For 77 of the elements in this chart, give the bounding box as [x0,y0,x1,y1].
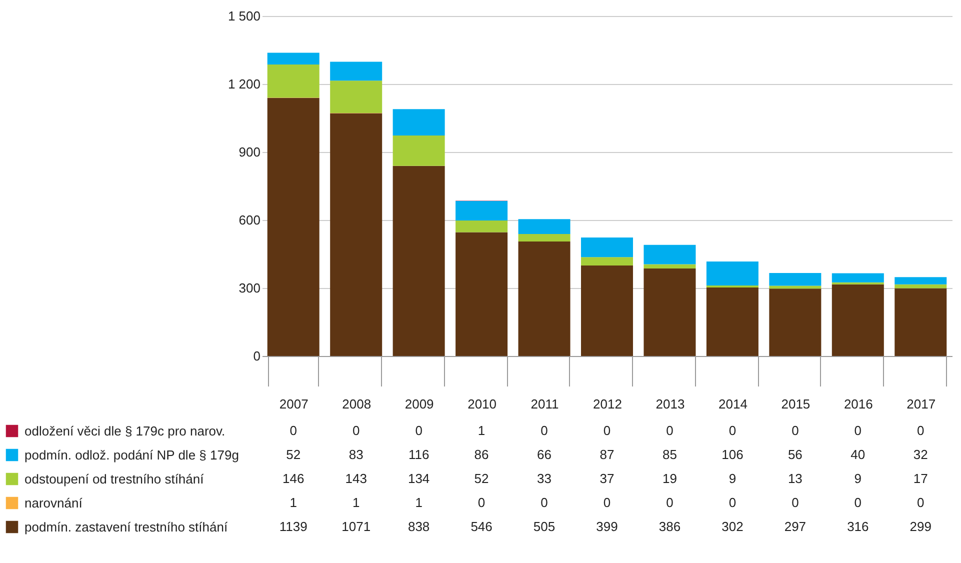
data-label: 0 [792,423,799,438]
y-tick-label: 600 [238,212,260,228]
legend-label: odstoupení od trestního stíhání [24,472,204,486]
data-label: 399 [596,519,618,534]
data-label: 0 [290,423,297,438]
data-label: 1 [415,495,422,510]
data-label: 0 [415,423,422,438]
data-label: 40 [850,447,866,462]
data-label: 838 [408,519,430,534]
data-label: 143 [345,471,367,486]
y-tick-label: 900 [238,144,260,160]
data-label: 0 [352,423,360,438]
data-label: 0 [603,423,611,438]
data-label: 116 [408,447,430,462]
data-label: 106 [722,447,744,462]
x-tick-label: 2012 [593,396,622,412]
data-label: 37 [600,471,614,486]
data-label: 0 [917,495,924,510]
y-tick-label: 300 [238,280,260,296]
x-tick-label: 2011 [530,396,559,412]
data-label: 0 [540,495,548,510]
data-label: 66 [537,447,552,462]
data-label: 9 [854,471,862,486]
legend-label: podmín. odlož. podání NP dle § 179g [24,448,239,462]
data-label: 13 [788,471,802,486]
data-label: 0 [728,495,736,510]
data-label: 1 [290,495,297,510]
data-label: 386 [658,519,681,534]
data-label: 134 [408,471,430,486]
data-label: 33 [537,471,552,486]
data-label: 0 [917,423,924,438]
data-label: 146 [282,471,304,486]
x-tick-label: 2015 [781,396,810,412]
data-label: 19 [662,471,677,486]
x-tick-label: 2013 [656,396,685,412]
data-label: 17 [913,471,928,486]
data-label: 0 [603,495,611,510]
data-label: 0 [540,423,548,438]
y-tick-label: 1 500 [228,8,260,24]
data-label: 83 [348,447,364,462]
x-tick-label: 2007 [279,396,308,412]
data-label: 1139 [279,519,308,534]
data-label: 1 [352,495,360,510]
data-label: 316 [847,519,869,534]
legend-label: podmín. zastavení trestního stíhání [24,520,228,534]
data-label: 56 [788,447,802,462]
data-label: 85 [662,447,677,462]
data-label: 87 [600,447,614,462]
data-label: 52 [474,471,489,486]
x-tick-label: 2016 [844,396,873,412]
data-label: 1 [478,423,486,438]
data-label: 0 [792,495,799,510]
legend-label: odložení věci dle § 179c pro narov. [24,424,226,438]
x-tick-label: 2017 [906,396,936,412]
data-label: 297 [784,519,806,534]
data-label: 546 [470,519,492,534]
data-label: 52 [286,447,301,462]
y-tick-label: 1 200 [228,76,260,92]
legend-label: narovnání [24,496,83,510]
data-label: 32 [913,447,928,462]
data-label: 0 [666,423,674,438]
data-label: 299 [910,519,932,534]
data-label: 0 [666,495,674,510]
data-label: 1071 [342,519,371,534]
data-label: 0 [854,423,862,438]
x-tick-label: 2008 [342,396,372,412]
data-label: 0 [478,495,486,510]
data-label: 505 [533,519,556,534]
x-tick-label: 2010 [468,396,497,412]
x-tick-label: 2014 [718,396,748,412]
data-label: 302 [722,519,744,534]
x-tick-label: 2009 [404,396,434,412]
y-tick-label: 0 [253,348,260,364]
data-label: 0 [728,423,736,438]
data-label: 0 [854,495,862,510]
data-label: 86 [474,447,489,462]
data-label: 9 [728,471,736,486]
